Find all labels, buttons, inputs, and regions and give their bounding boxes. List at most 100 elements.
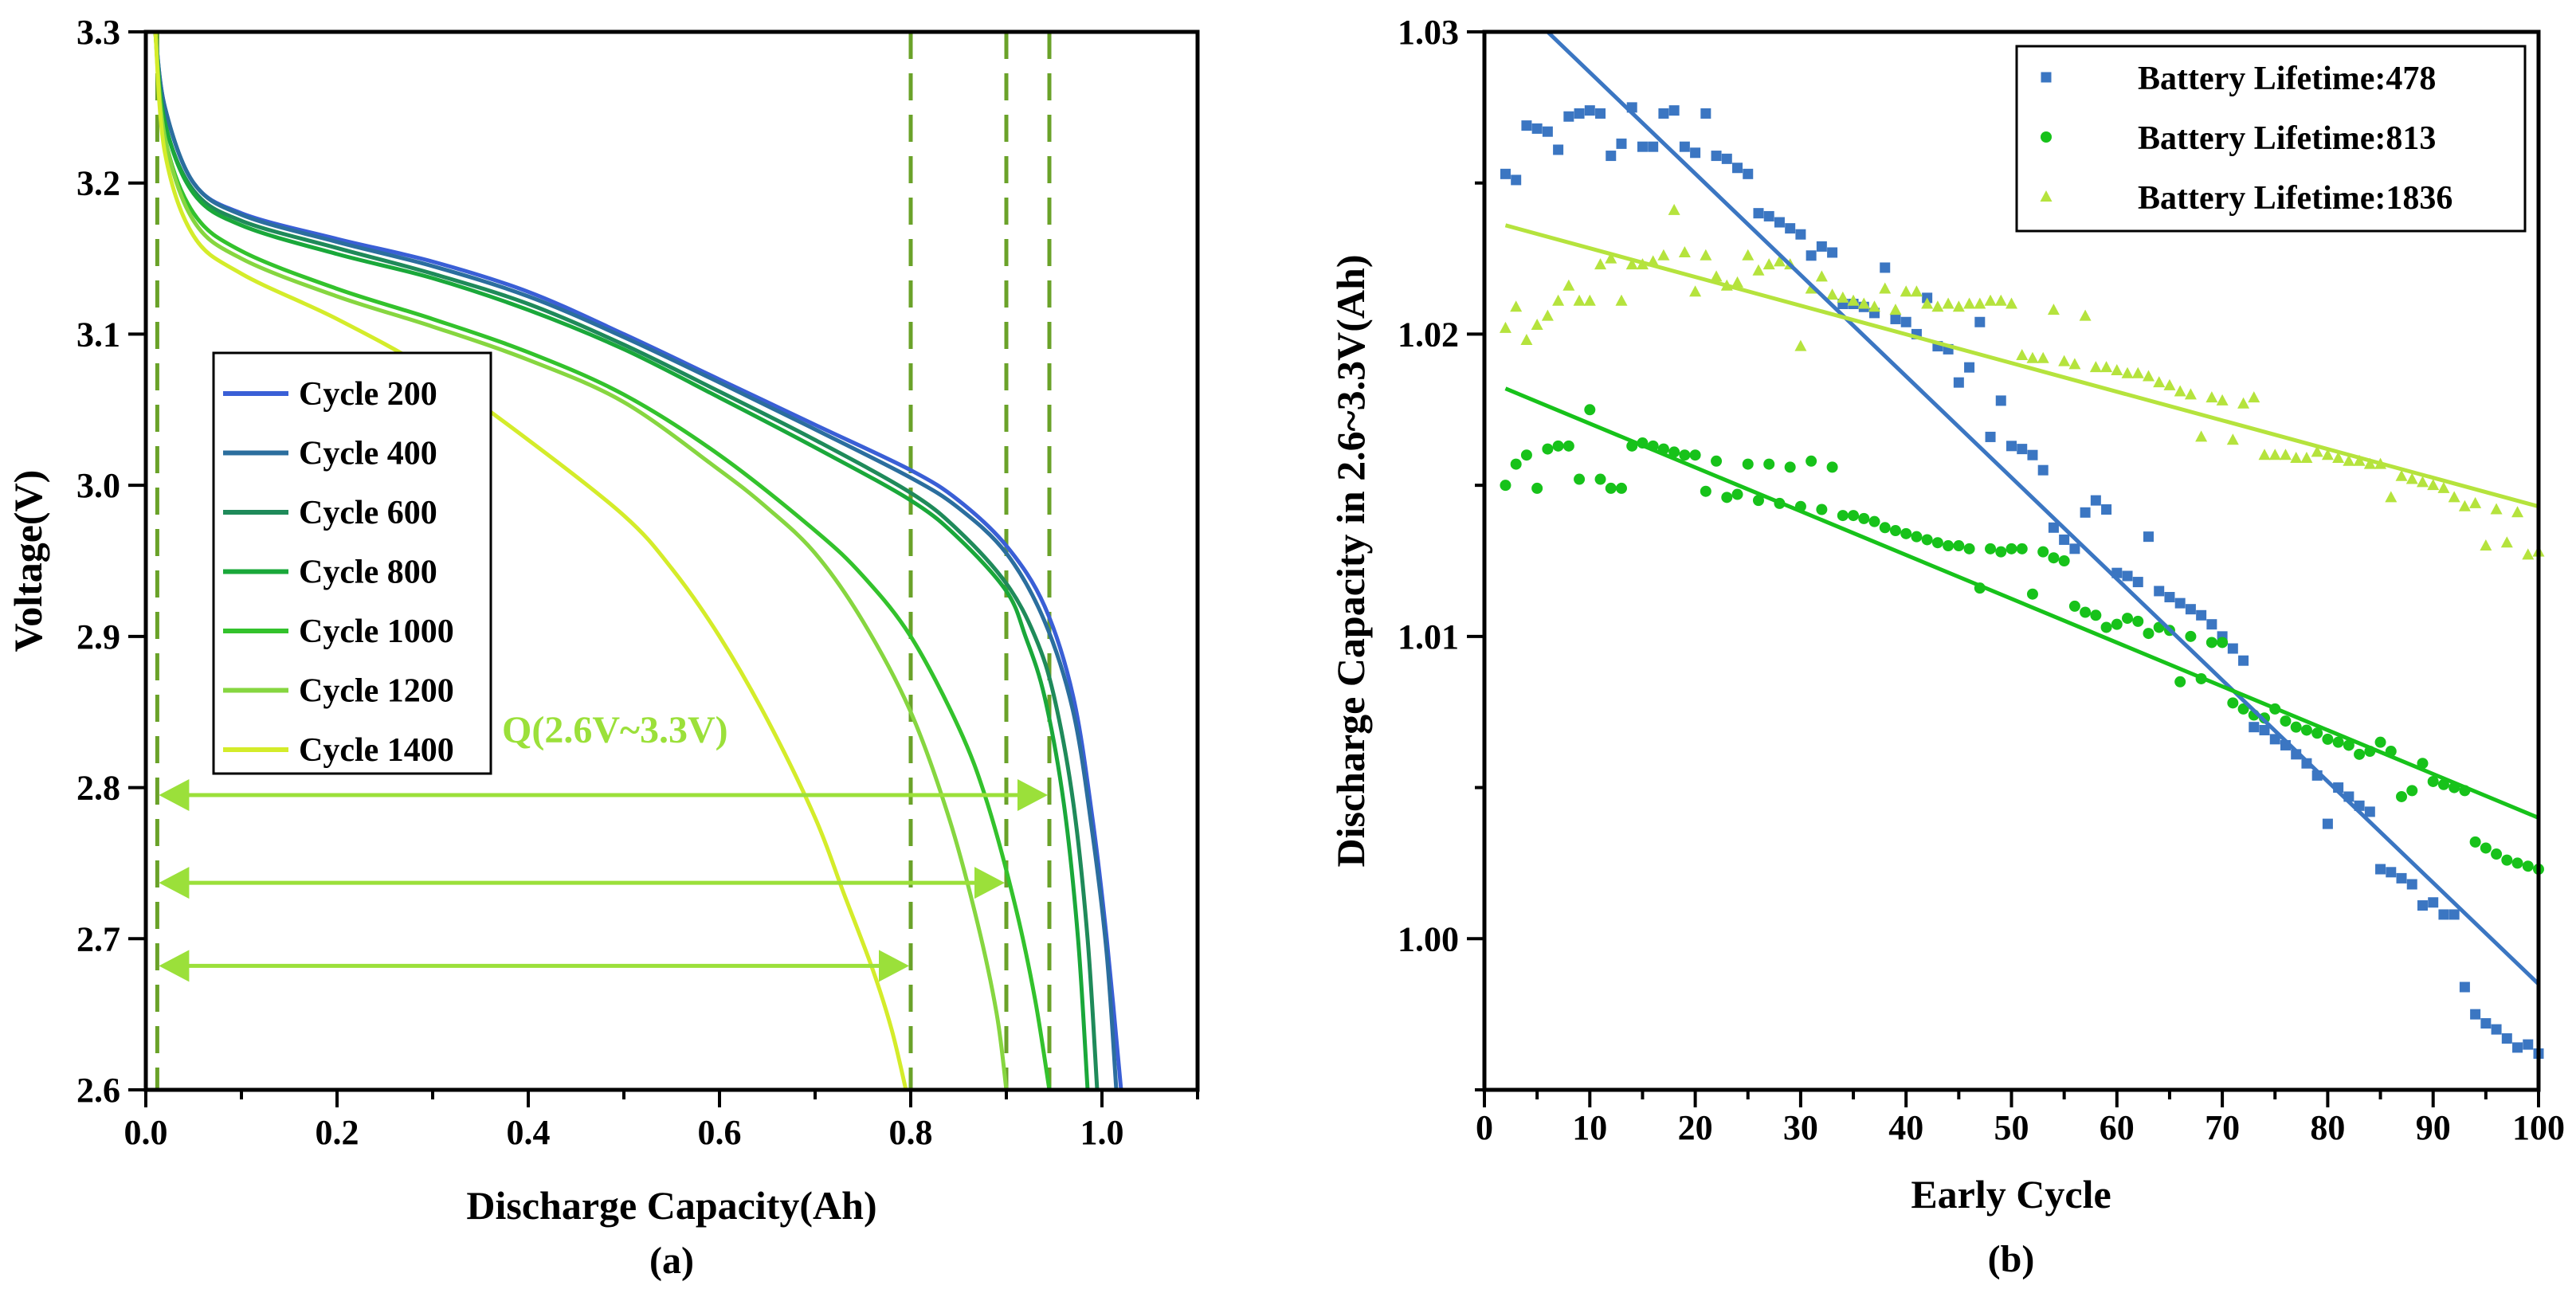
data-point xyxy=(2322,733,2334,745)
data-point xyxy=(1994,294,2007,306)
data-point xyxy=(2268,449,2281,460)
x-tick-label: 100 xyxy=(2512,1108,2565,1147)
data-point xyxy=(1553,144,1564,155)
data-point xyxy=(1773,255,1786,267)
data-point xyxy=(1595,108,1606,119)
data-point xyxy=(1921,297,1934,309)
data-point xyxy=(2300,724,2312,736)
data-point xyxy=(2017,444,2028,455)
data-point xyxy=(2090,609,2102,621)
panel-a-y-axis-title: Voltage(V) xyxy=(6,470,50,652)
x-tick-label: 0.2 xyxy=(316,1113,359,1152)
data-point xyxy=(2259,724,2270,735)
data-point xyxy=(1826,461,1838,473)
x-tick-label: 30 xyxy=(1783,1108,1818,1147)
legend-label: Battery Lifetime:478 xyxy=(2138,61,2436,97)
data-point xyxy=(1552,440,1564,452)
data-point xyxy=(1679,449,1691,461)
data-point xyxy=(1637,141,1648,152)
data-point xyxy=(2037,546,2049,558)
data-point xyxy=(1964,362,1975,373)
data-point xyxy=(2428,897,2439,908)
panel-a-x-axis-title: Discharge Capacity(Ah) xyxy=(466,1183,876,1228)
data-point xyxy=(1774,217,1785,228)
data-point xyxy=(2163,378,2176,390)
data-point xyxy=(1668,203,1680,215)
panel-b-y-axis-title: Discharge Capacity in 2.6~3.3V(Ah) xyxy=(1328,254,1373,867)
data-point xyxy=(1827,247,1838,258)
data-point xyxy=(2332,736,2344,748)
data-point xyxy=(1879,282,1892,294)
data-point xyxy=(2216,394,2229,406)
data-point xyxy=(2491,1024,2502,1035)
panel-a-legend-box xyxy=(212,351,492,775)
data-point xyxy=(1562,279,1575,291)
data-point xyxy=(1625,258,1638,270)
y-tick-label: 2.8 xyxy=(76,769,120,808)
data-point xyxy=(1711,151,1722,162)
data-point xyxy=(2469,836,2481,848)
data-point xyxy=(2059,534,2070,545)
data-point xyxy=(1510,300,1523,312)
data-point xyxy=(2080,606,2092,618)
data-point xyxy=(1742,249,1755,261)
data-point xyxy=(1721,492,1733,503)
data-point xyxy=(2322,818,2333,829)
data-point xyxy=(2122,570,2133,582)
x-tick-label: 1.0 xyxy=(1080,1113,1124,1152)
data-point xyxy=(2405,472,2418,484)
data-point xyxy=(2522,548,2535,560)
data-point xyxy=(2111,618,2123,630)
data-point xyxy=(1889,304,1902,315)
data-point xyxy=(2522,860,2534,872)
data-point xyxy=(1731,488,1743,500)
data-point xyxy=(2237,703,2249,715)
data-point xyxy=(1985,543,1997,554)
data-point xyxy=(2068,600,2080,612)
legend-label: Battery Lifetime:1836 xyxy=(2138,180,2452,217)
data-point xyxy=(1520,449,1532,461)
data-point xyxy=(1615,482,1627,494)
data-point xyxy=(2396,872,2407,884)
data-point xyxy=(2480,539,2492,551)
data-point xyxy=(2290,721,2302,733)
data-point xyxy=(1658,108,1669,119)
data-point xyxy=(2386,867,2397,878)
data-point xyxy=(1806,250,1817,261)
data-point xyxy=(2511,506,2524,518)
data-point xyxy=(1942,297,1955,309)
data-point xyxy=(1732,163,1743,174)
data-point xyxy=(2427,479,2440,491)
data-point xyxy=(2300,451,2313,463)
data-point xyxy=(1520,334,1533,346)
data-point xyxy=(1689,449,1701,461)
data-point xyxy=(2395,469,2408,481)
data-point xyxy=(2016,348,2029,360)
data-point xyxy=(1542,126,1553,137)
data-point xyxy=(2206,619,2217,630)
panel-b-label: (b) xyxy=(1988,1238,2035,1280)
panel-a-frame xyxy=(143,29,1200,1092)
series-line xyxy=(153,31,1100,1091)
data-point xyxy=(1500,168,1511,179)
data-point xyxy=(2343,454,2355,466)
data-point xyxy=(2196,609,2207,621)
legend-label: Cycle 600 xyxy=(299,495,437,531)
data-point xyxy=(2406,785,2418,797)
data-point xyxy=(2164,592,2175,603)
data-point xyxy=(1689,285,1702,297)
arrow-head-right xyxy=(974,867,1005,899)
series-line xyxy=(153,31,908,1091)
data-point xyxy=(2417,900,2428,911)
data-point xyxy=(2122,613,2134,625)
data-point xyxy=(2248,391,2260,403)
legend-label: Battery Lifetime:813 xyxy=(2138,120,2436,157)
data-point xyxy=(1711,455,1723,467)
x-tick-label: 0 xyxy=(1476,1108,1493,1147)
data-point xyxy=(1900,527,1912,539)
data-point xyxy=(1743,168,1754,179)
data-point xyxy=(2491,848,2503,860)
data-point xyxy=(1499,321,1511,333)
data-point xyxy=(1721,153,1732,164)
data-point xyxy=(2185,604,2196,615)
